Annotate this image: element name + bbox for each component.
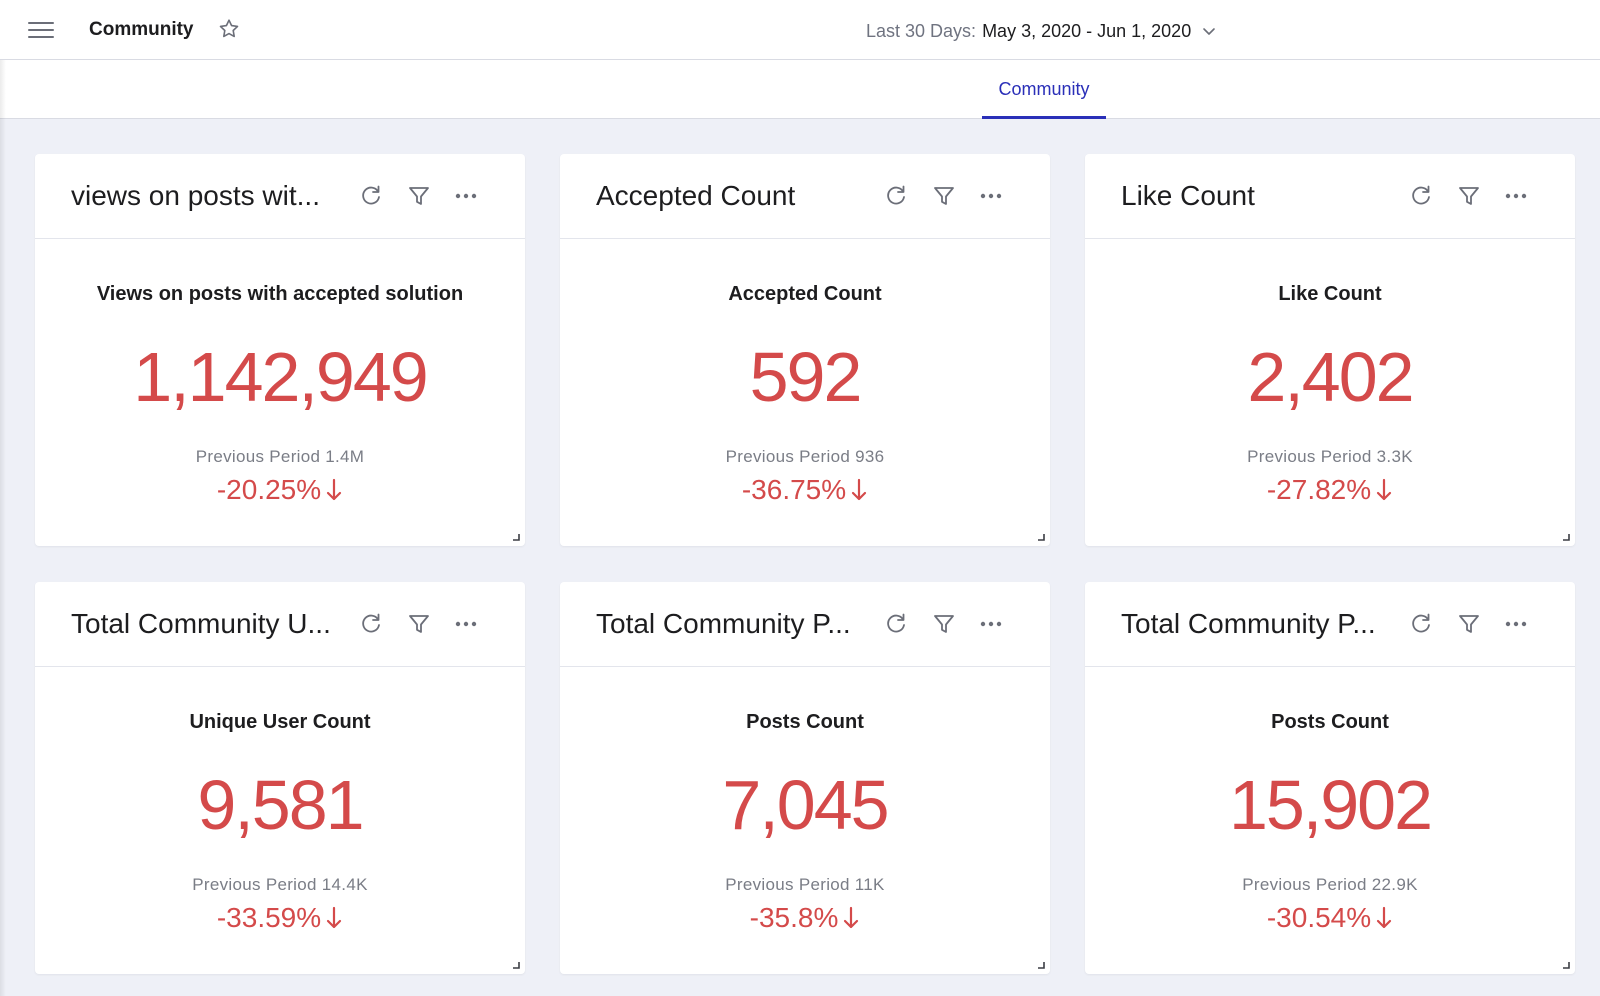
- filter-icon[interactable]: [1456, 611, 1482, 637]
- more-options-icon[interactable]: [453, 611, 479, 637]
- refresh-icon[interactable]: [358, 183, 384, 209]
- change-percent: -33.59%: [216, 902, 322, 933]
- metric-label: Like Count: [1278, 283, 1382, 305]
- kpi-card: Total Community P... Posts Count 15,902 …: [1085, 582, 1575, 974]
- change-percent: -35.8%: [749, 902, 839, 933]
- previous-period: Previous Period 11K: [725, 875, 885, 894]
- kpi-card: Total Community U... Unique User Count 9…: [35, 582, 525, 974]
- card-title: Like Count: [1121, 180, 1255, 211]
- metric-value: 1,142,949: [133, 338, 428, 416]
- more-options-icon[interactable]: [453, 183, 479, 209]
- previous-period: Previous Period 1.4M: [195, 447, 365, 466]
- change-indicator: -35.8%: [560, 902, 1050, 934]
- card-header: Total Community P...: [560, 582, 1050, 667]
- filter-icon[interactable]: [1456, 183, 1482, 209]
- chevron-down-icon: [1203, 28, 1216, 35]
- date-range-value: May 3, 2020 - Jun 1, 2020: [982, 20, 1192, 41]
- kpi-card: Total Community P... Posts Count 7,045 P…: [560, 582, 1050, 974]
- resize-handle-icon[interactable]: [1037, 533, 1045, 541]
- top-header: Community Last 30 Days: May 3, 2020 - Ju…: [0, 0, 1600, 60]
- change-indicator: -30.54%: [1085, 902, 1575, 934]
- arrow-down-icon: [852, 478, 867, 501]
- arrow-down-icon: [1377, 906, 1392, 929]
- filter-icon[interactable]: [406, 611, 432, 637]
- change-indicator: -20.25%: [35, 474, 525, 506]
- metric-label: Unique User Count: [189, 711, 371, 733]
- change-indicator: -33.59%: [35, 902, 525, 934]
- card-header: Accepted Count: [560, 154, 1050, 239]
- more-options-icon[interactable]: [978, 611, 1004, 637]
- refresh-icon[interactable]: [358, 611, 384, 637]
- menu-icon[interactable]: [28, 20, 54, 40]
- card-header: Total Community P...: [1085, 582, 1575, 667]
- filter-icon[interactable]: [406, 183, 432, 209]
- refresh-icon[interactable]: [883, 611, 909, 637]
- kpi-card: Accepted Count Accepted Count 592 Previo…: [560, 154, 1050, 546]
- more-options-icon[interactable]: [1503, 611, 1529, 637]
- previous-period: Previous Period 936: [725, 447, 885, 466]
- more-options-icon[interactable]: [1503, 183, 1529, 209]
- tab-bar: Community: [0, 60, 1600, 119]
- sidebar-shadow: [0, 60, 6, 996]
- metric-value: 9,581: [197, 766, 364, 844]
- resize-handle-icon[interactable]: [1562, 533, 1570, 541]
- refresh-icon[interactable]: [1408, 183, 1434, 209]
- card-header: Like Count: [1085, 154, 1575, 239]
- change-percent: -27.82%: [1266, 474, 1372, 505]
- filter-icon[interactable]: [931, 183, 957, 209]
- metric-label: Views on posts with accepted solution: [96, 283, 464, 305]
- arrow-down-icon: [327, 478, 342, 501]
- arrow-down-icon: [1377, 478, 1392, 501]
- more-options-icon[interactable]: [978, 183, 1004, 209]
- metric-value: 592: [749, 338, 863, 416]
- metric-label: Posts Count: [1271, 711, 1389, 733]
- arrow-down-icon: [844, 906, 859, 929]
- card-title: Total Community P...: [1121, 608, 1376, 639]
- refresh-icon[interactable]: [1408, 611, 1434, 637]
- resize-handle-icon[interactable]: [1037, 961, 1045, 969]
- resize-handle-icon[interactable]: [512, 533, 520, 541]
- refresh-icon[interactable]: [883, 183, 909, 209]
- filter-icon[interactable]: [931, 611, 957, 637]
- metric-value: 15,902: [1228, 766, 1433, 844]
- card-title: views on posts wit...: [71, 180, 320, 211]
- metric-label: Accepted Count: [728, 283, 882, 305]
- card-title: Total Community U...: [71, 608, 331, 639]
- resize-handle-icon[interactable]: [512, 961, 520, 969]
- change-percent: -20.25%: [216, 474, 322, 505]
- change-indicator: -27.82%: [1085, 474, 1575, 506]
- previous-period: Previous Period 3.3K: [1247, 447, 1413, 466]
- kpi-card: Like Count Like Count 2,402 Previous Per…: [1085, 154, 1575, 546]
- previous-period: Previous Period 14.4K: [192, 875, 368, 894]
- star-icon[interactable]: [217, 17, 241, 41]
- previous-period: Previous Period 22.9K: [1242, 875, 1418, 894]
- card-header: Total Community U...: [35, 582, 525, 667]
- resize-handle-icon[interactable]: [1562, 961, 1570, 969]
- arrow-down-icon: [327, 906, 342, 929]
- tab-community[interactable]: Community: [982, 60, 1106, 119]
- metric-value: 2,402: [1247, 338, 1414, 416]
- card-title: Accepted Count: [596, 180, 796, 211]
- card-title: Total Community P...: [596, 608, 851, 639]
- card-header: views on posts wit...: [35, 154, 525, 239]
- change-percent: -36.75%: [741, 474, 847, 505]
- change-percent: -30.54%: [1266, 902, 1372, 933]
- change-indicator: -36.75%: [560, 474, 1050, 506]
- metric-label: Posts Count: [746, 711, 864, 733]
- date-range-prefix: Last 30 Days:: [866, 20, 977, 41]
- page-title: Community: [89, 19, 194, 40]
- metric-value: 7,045: [722, 766, 889, 844]
- date-range-selector[interactable]: Last 30 Days: May 3, 2020 - Jun 1, 2020: [866, 19, 1217, 43]
- kpi-card: views on posts wit... Views on posts wit…: [35, 154, 525, 546]
